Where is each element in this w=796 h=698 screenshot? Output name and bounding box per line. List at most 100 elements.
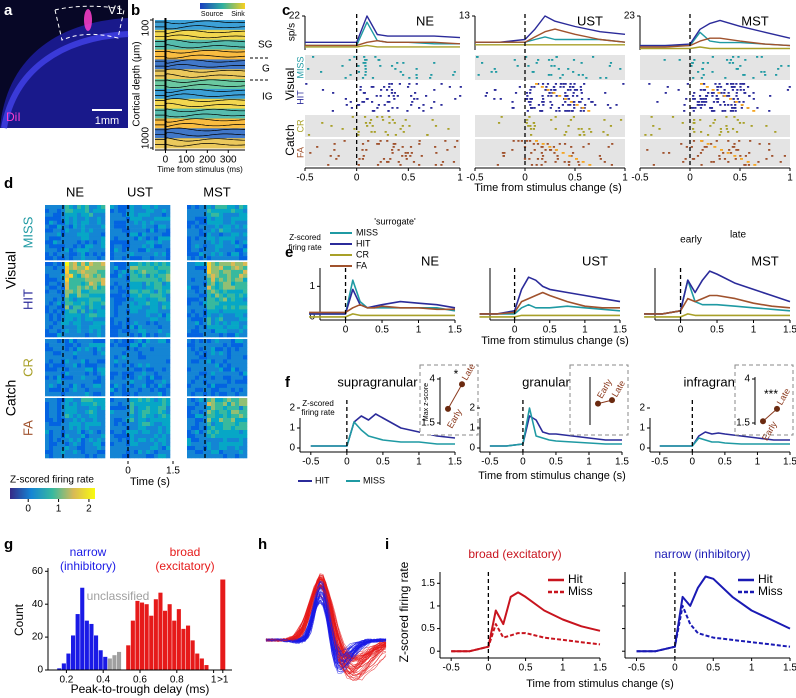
spike xyxy=(768,110,771,112)
heatmap-cell xyxy=(243,367,248,372)
heatmap-cell xyxy=(207,228,212,233)
heatmap-cell xyxy=(134,240,139,245)
heatmap-cell xyxy=(203,430,208,435)
heatmap-cell xyxy=(61,313,66,318)
x-axis-label: Time from stimulus change (s) xyxy=(478,470,626,482)
heatmap-cell xyxy=(53,446,58,451)
heatmap-cell xyxy=(97,216,102,222)
heatmap-cell xyxy=(130,313,135,318)
heatmap-cell xyxy=(53,387,58,393)
heatmap-cell xyxy=(130,383,135,389)
heatmap-cell xyxy=(81,224,86,229)
heatmap-cell xyxy=(215,236,220,241)
spike xyxy=(379,65,382,67)
heatmap-cell xyxy=(195,375,200,381)
heatmap-cell xyxy=(49,398,54,403)
heatmap-cell xyxy=(235,414,240,419)
heatmap-cell xyxy=(57,398,62,403)
heatmap-cell xyxy=(97,438,102,443)
spike xyxy=(559,77,562,79)
spike xyxy=(377,104,380,106)
spike xyxy=(756,56,759,58)
column-title: UST xyxy=(582,253,608,268)
heatmap-cell xyxy=(97,418,102,423)
heatmap-cell xyxy=(114,351,119,356)
column-title: narrow (inhibitory) xyxy=(654,547,750,561)
heatmap-cell xyxy=(45,446,50,451)
heatmap-cell xyxy=(85,426,90,431)
heatmap-cell xyxy=(195,262,200,267)
heatmap-cell xyxy=(118,450,123,455)
spike xyxy=(742,74,745,76)
spike xyxy=(731,62,735,64)
heatmap-cell xyxy=(93,355,98,360)
heatmap-cell xyxy=(195,426,200,431)
spike xyxy=(371,110,374,112)
heatmap-cell xyxy=(150,321,155,326)
heatmap-cell xyxy=(231,359,236,364)
heatmap-cell xyxy=(211,289,216,294)
heatmap-cell xyxy=(122,252,127,257)
heatmap-cell xyxy=(122,418,127,423)
heatmap-cell xyxy=(81,406,86,411)
heatmap-cell xyxy=(211,446,216,451)
spike xyxy=(552,146,556,148)
heatmap-cell xyxy=(207,248,212,253)
histogram-bar xyxy=(163,610,168,670)
heatmap-cell xyxy=(235,205,240,210)
heatmap-cell xyxy=(118,426,123,431)
lfp-trace xyxy=(155,59,245,64)
heatmap-cell xyxy=(162,410,167,415)
raster-background xyxy=(305,115,460,137)
heatmap-cell xyxy=(97,325,102,330)
heatmap-cell xyxy=(211,208,216,214)
heatmap-cell xyxy=(97,430,102,435)
spike xyxy=(393,98,396,100)
heatmap-cell xyxy=(134,387,139,393)
heatmap-cell xyxy=(243,410,248,415)
heatmap-cell xyxy=(146,430,151,435)
spike xyxy=(535,164,538,166)
heatmap-cell xyxy=(150,343,155,348)
spike xyxy=(563,143,567,145)
heatmap-cell xyxy=(231,208,236,214)
heatmap-cell xyxy=(166,289,171,294)
spike xyxy=(305,83,308,85)
heatmap-cell xyxy=(158,450,163,455)
heatmap-cell xyxy=(45,355,50,360)
spike xyxy=(609,62,613,64)
heatmap-cell xyxy=(53,285,58,290)
spike xyxy=(415,68,418,70)
heatmap-cell xyxy=(97,293,102,298)
heatmap-cell xyxy=(150,422,155,427)
heatmap-cell xyxy=(166,262,171,267)
heatmap-cell xyxy=(146,446,151,451)
x-tick-label: 1.5 xyxy=(783,457,796,468)
heatmap-cell xyxy=(166,430,171,435)
spike xyxy=(529,98,532,100)
heatmap-cell xyxy=(45,262,50,267)
heatmap-cell xyxy=(134,418,139,423)
heatmap-cell xyxy=(85,220,90,225)
heatmap-cell xyxy=(69,426,74,431)
heatmap-cell xyxy=(191,329,196,334)
heatmap-cell xyxy=(130,347,135,352)
heatmap-cell xyxy=(235,329,240,334)
csd-band xyxy=(155,118,245,129)
heatmap-cell xyxy=(81,351,86,356)
heatmap-cell xyxy=(154,430,159,435)
heatmap-cell xyxy=(77,398,82,403)
heatmap-cell xyxy=(49,228,54,233)
heatmap-cell xyxy=(154,426,159,431)
heatmap-cell xyxy=(97,301,102,306)
spike xyxy=(723,158,727,160)
spike xyxy=(681,122,684,124)
heatmap-cell xyxy=(97,252,102,257)
heatmap-cell xyxy=(89,277,94,283)
heatmap-cell xyxy=(57,339,62,344)
heatmap-cell xyxy=(77,224,82,229)
heatmap-cell xyxy=(195,371,200,376)
x-axis-label: Time (s) xyxy=(130,476,170,488)
heatmap-cell xyxy=(227,391,232,397)
heatmap-cell xyxy=(146,305,151,310)
